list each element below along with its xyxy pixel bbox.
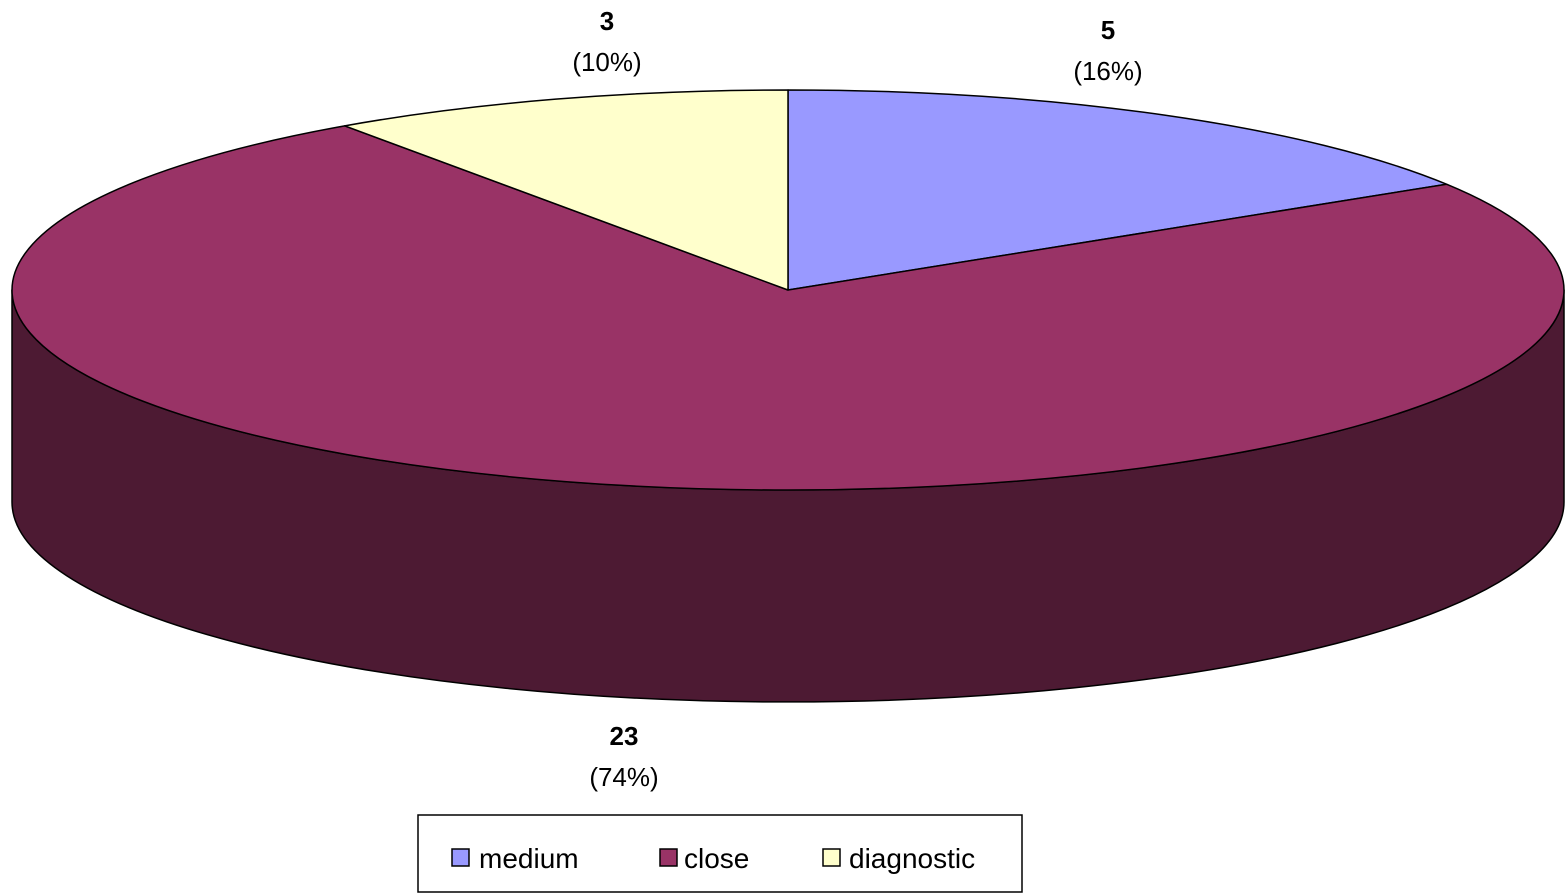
pie-slices bbox=[11, 89, 1565, 491]
legend-box bbox=[417, 814, 1023, 893]
legend-label-diagnostic: diagnostic bbox=[849, 843, 975, 874]
legend-swatch-medium bbox=[451, 848, 470, 867]
data-label-diagnostic-value: 3 bbox=[600, 6, 614, 36]
legend-swatch-diagnostic bbox=[822, 848, 841, 867]
data-labels: 5 (16%) 23 (74%) 3 (10%) bbox=[572, 6, 1142, 792]
data-label-close-percent: (74%) bbox=[589, 762, 658, 792]
data-label-diagnostic: 3 (10%) bbox=[572, 6, 641, 77]
legend-label-medium: medium bbox=[479, 843, 579, 874]
data-label-diagnostic-percent: (10%) bbox=[572, 47, 641, 77]
data-label-close-value: 23 bbox=[610, 721, 639, 751]
data-label-medium: 5 (16%) bbox=[1073, 15, 1142, 86]
legend: medium close diagnostic bbox=[417, 814, 1023, 893]
data-label-medium-percent: (16%) bbox=[1073, 56, 1142, 86]
pie-slice-diagnostic bbox=[343, 89, 789, 291]
pie-slice-medium bbox=[787, 89, 1448, 291]
legend-item-medium: medium bbox=[451, 843, 579, 874]
legend-swatch-close bbox=[659, 848, 678, 867]
data-label-close: 23 (74%) bbox=[589, 721, 658, 792]
pie-slice-close bbox=[11, 125, 1565, 491]
legend-item-close: close bbox=[659, 843, 749, 874]
legend-item-diagnostic: diagnostic bbox=[822, 843, 975, 874]
data-label-medium-value: 5 bbox=[1101, 15, 1115, 45]
legend-label-close: close bbox=[684, 843, 749, 874]
